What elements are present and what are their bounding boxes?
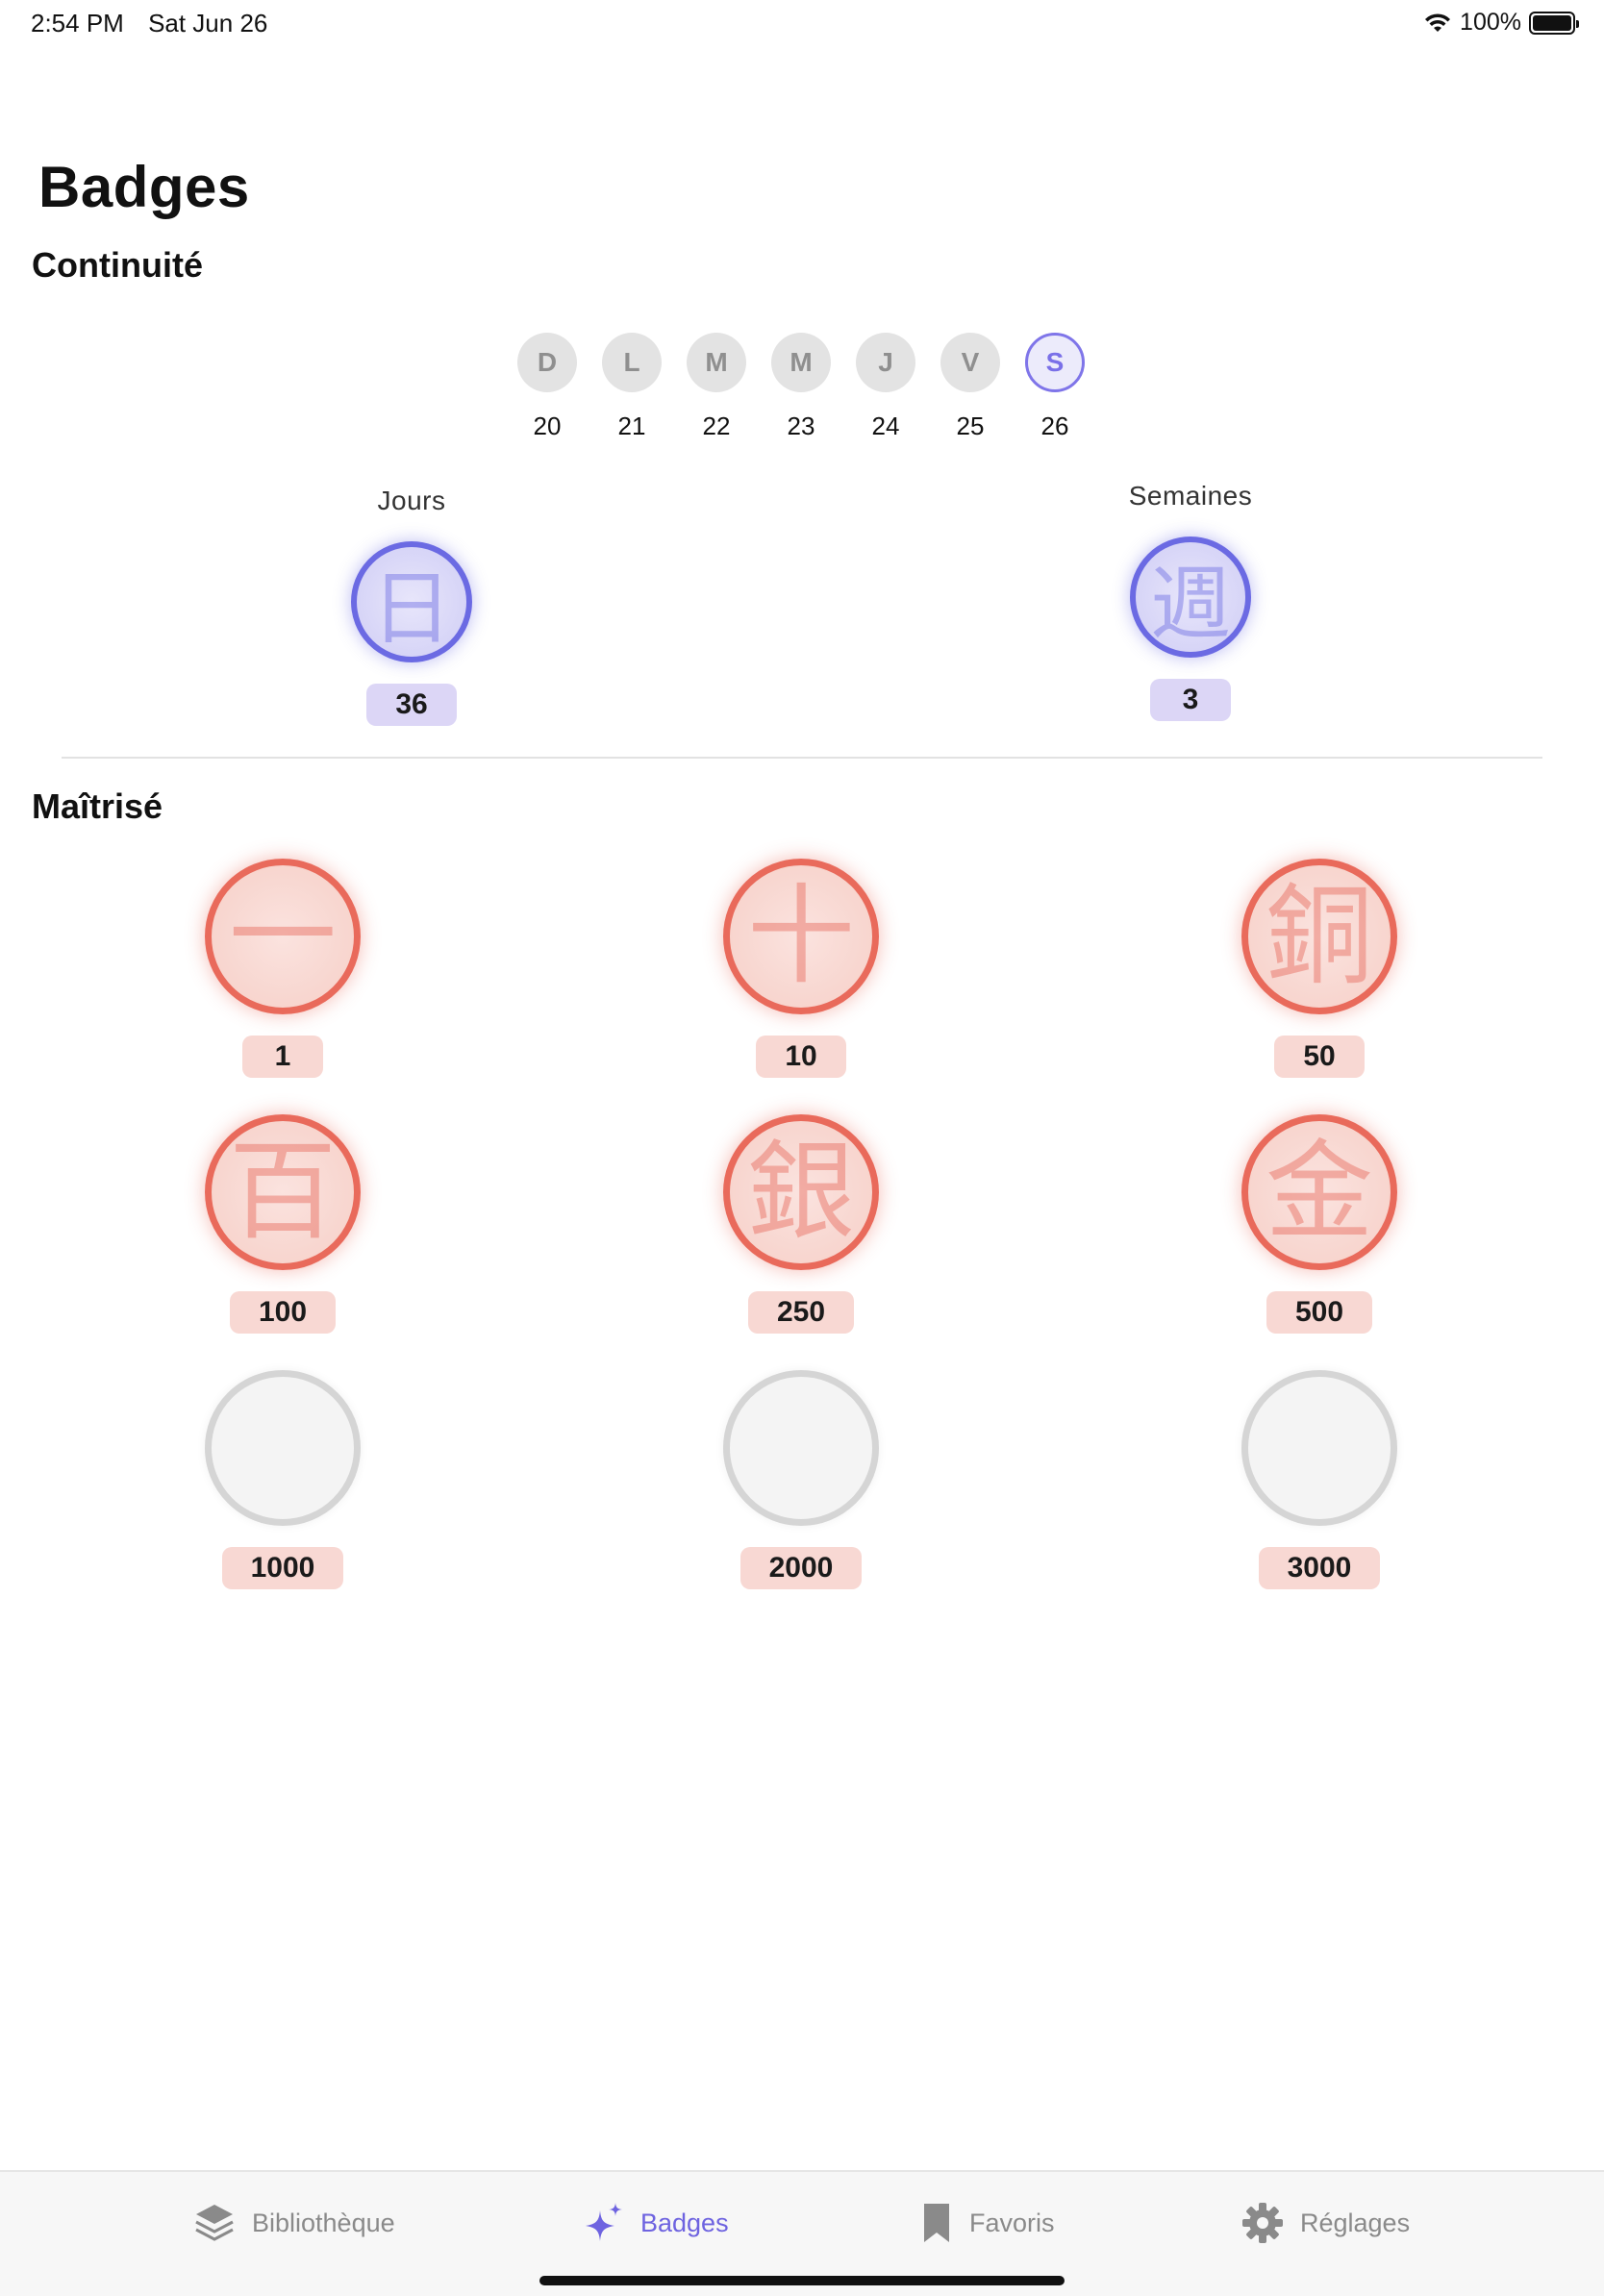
badge-glyph: 金	[1266, 1130, 1373, 1255]
day-0: D 20	[517, 333, 577, 441]
mastery-badge-1[interactable]: 一 1	[187, 859, 379, 1078]
badge-glyph: 週	[1149, 556, 1231, 651]
day-6-today: S 26	[1025, 333, 1085, 441]
locked-medal-icon	[723, 1370, 879, 1526]
mastery-badge-500[interactable]: 金 500	[1223, 1114, 1416, 1334]
mastery-badge-value: 1000	[221, 1547, 344, 1589]
day-3: M 23	[771, 333, 831, 441]
badge-glyph: 日	[370, 561, 452, 656]
locked-medal-icon	[205, 1370, 361, 1526]
mastery-badge-value: 2000	[739, 1547, 863, 1589]
page-title: Badges	[38, 155, 250, 219]
day-number: 24	[871, 412, 900, 440]
streak-weeks-count: 3	[1150, 679, 1231, 721]
mastery-row: 1000 2000 3000	[0, 1370, 1604, 1601]
badge-glyph: 百	[229, 1130, 337, 1255]
day-letter: M	[687, 333, 746, 392]
streak-days-count: 36	[366, 684, 457, 726]
status-date: Sat Jun 26	[148, 9, 268, 37]
gear-icon	[1242, 2203, 1283, 2243]
sparkles-icon	[586, 2203, 622, 2241]
tab-badges[interactable]: Badges	[581, 2201, 729, 2245]
day-number: 23	[787, 412, 815, 440]
mastery-badge-value: 100	[229, 1291, 337, 1334]
wifi-icon	[1425, 12, 1451, 32]
bookmark-icon	[924, 2204, 949, 2242]
status-time: 2:54 PM	[31, 9, 124, 37]
mastery-badge-value: 250	[747, 1291, 855, 1334]
mastery-badge-250[interactable]: 銀 250	[705, 1114, 897, 1334]
mastery-medal-icon: 銅	[1241, 859, 1397, 1014]
mastery-row: 一 1 十 10 銅 50	[0, 859, 1604, 1089]
mastery-medal-icon: 百	[205, 1114, 361, 1270]
mastery-badge-value: 500	[1266, 1291, 1373, 1334]
section-divider	[62, 757, 1542, 759]
stack-icon	[195, 2205, 234, 2241]
mastery-badge-value: 3000	[1258, 1547, 1381, 1589]
mastery-badge-1000[interactable]: 1000	[187, 1370, 379, 1589]
tab-library[interactable]: Bibliothèque	[192, 2201, 395, 2245]
day-number: 25	[956, 412, 985, 440]
mastery-badge-value: 1	[242, 1036, 323, 1078]
day-letter: M	[771, 333, 831, 392]
day-5: V 25	[940, 333, 1000, 441]
mastery-medal-icon: 金	[1241, 1114, 1397, 1270]
mastery-badge-10[interactable]: 十 10	[705, 859, 897, 1078]
tab-favorites[interactable]: Favoris	[919, 2201, 1055, 2245]
tab-badges-label: Badges	[640, 2208, 729, 2237]
day-letter: D	[517, 333, 577, 392]
badge-glyph: 十	[747, 874, 855, 999]
status-indicators: 100%	[1423, 9, 1579, 37]
day-4: J 24	[856, 333, 915, 441]
home-indicator[interactable]	[539, 2276, 1065, 2285]
mastery-badge-50[interactable]: 銅 50	[1223, 859, 1416, 1078]
day-number: 20	[533, 412, 562, 440]
day-letter: V	[940, 333, 1000, 392]
day-letter: J	[856, 333, 915, 392]
day-number: 21	[617, 412, 646, 440]
badge-glyph: 銅	[1266, 874, 1373, 999]
mastery-badge-100[interactable]: 百 100	[187, 1114, 379, 1334]
day-letter: L	[602, 333, 662, 392]
week-badge-icon: 週	[1130, 537, 1251, 658]
mastery-medal-icon: 銀	[723, 1114, 879, 1270]
status-time-date: 2:54 PM Sat Jun 26	[31, 9, 285, 38]
day-number: 22	[702, 412, 731, 440]
mastery-row: 百 100 銀 250 金 500	[0, 1114, 1604, 1345]
mastery-medal-icon: 十	[723, 859, 879, 1014]
streak-days[interactable]: Jours 日 36	[306, 486, 517, 726]
mastery-badge-value: 50	[1274, 1036, 1365, 1078]
week-strip: D 20 L 21 M 22 M 23 J 24 V 25 S 26	[517, 333, 1085, 441]
day-badge-icon: 日	[351, 541, 472, 662]
battery-percent: 100%	[1460, 9, 1521, 36]
mastery-badge-value: 10	[756, 1036, 846, 1078]
mastery-title: Maîtrisé	[32, 786, 163, 826]
day-1: L 21	[602, 333, 662, 441]
streak-weeks[interactable]: Semaines 週 3	[1085, 481, 1296, 721]
tab-settings-label: Réglages	[1300, 2208, 1411, 2237]
day-number: 26	[1040, 412, 1069, 440]
tab-bar: Bibliothèque Badges Favoris	[0, 2170, 1604, 2296]
tab-settings[interactable]: Réglages	[1241, 2201, 1410, 2245]
continuity-title: Continuité	[32, 245, 203, 285]
status-bar: 2:54 PM Sat Jun 26 100%	[0, 0, 1604, 46]
streak-days-label: Jours	[377, 486, 446, 515]
tab-library-label: Bibliothèque	[252, 2208, 395, 2237]
battery-icon	[1529, 11, 1579, 35]
mastery-medal-icon: 一	[205, 859, 361, 1014]
day-letter: S	[1025, 333, 1085, 392]
mastery-badge-3000[interactable]: 3000	[1223, 1370, 1416, 1589]
locked-medal-icon	[1241, 1370, 1397, 1526]
badge-glyph: 一	[229, 874, 337, 999]
tab-favorites-label: Favoris	[969, 2208, 1055, 2237]
mastery-badge-2000[interactable]: 2000	[705, 1370, 897, 1589]
day-2: M 22	[687, 333, 746, 441]
streak-weeks-label: Semaines	[1128, 481, 1253, 511]
badge-glyph: 銀	[747, 1130, 855, 1255]
